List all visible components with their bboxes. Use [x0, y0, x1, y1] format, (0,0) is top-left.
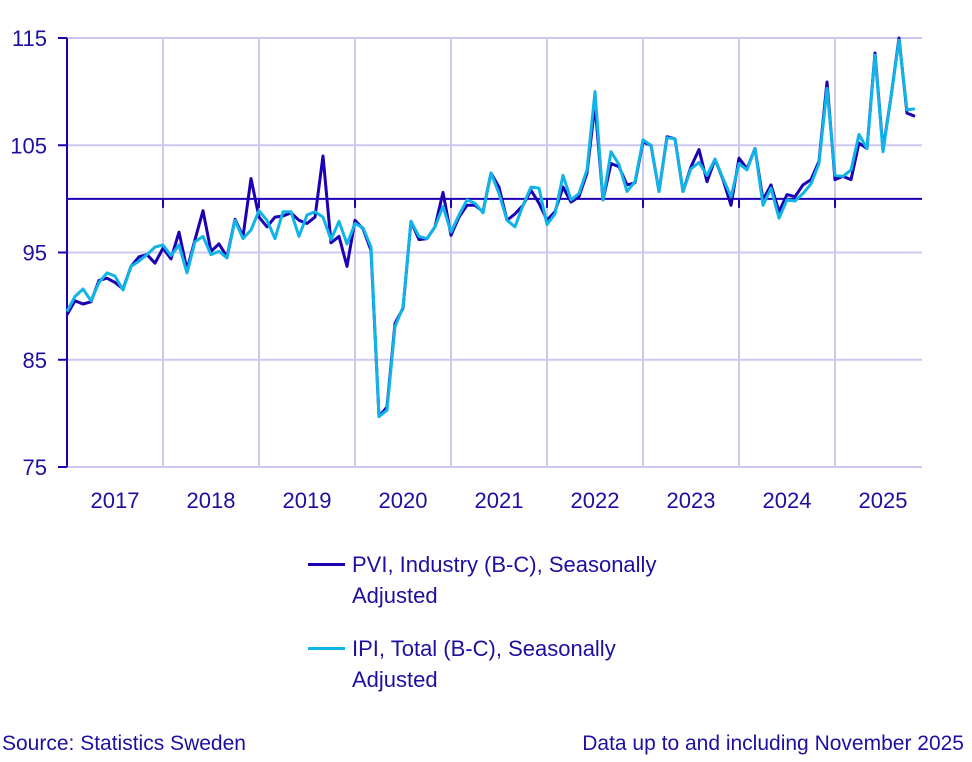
y-tick-label: 95 — [23, 241, 47, 266]
legend-item-ipi: IPI, Total (B-C), Seasonally Adjusted — [308, 633, 692, 695]
y-tick-label: 115 — [12, 26, 47, 51]
source-text: Source: Statistics Sweden — [2, 732, 246, 755]
x-tick-label: 2017 — [91, 488, 140, 513]
legend-item-pvi: PVI, Industry (B-C), Seasonally Adjusted — [308, 549, 692, 611]
legend-label: PVI, Industry (B-C), Seasonally — [352, 552, 657, 577]
y-tick-label: 85 — [23, 348, 47, 373]
x-tick-label: 2022 — [571, 488, 620, 513]
legend-swatch-pvi — [308, 563, 345, 566]
legend-label: Adjusted — [352, 583, 438, 608]
y-tick-label: 105 — [10, 133, 47, 158]
legend: PVI, Industry (B-C), Seasonally Adjusted… — [308, 549, 692, 695]
x-tick-label: 2024 — [763, 488, 812, 513]
y-tick-label: 75 — [23, 455, 47, 480]
x-tick-label: 2020 — [379, 488, 428, 513]
x-axis: 2017 2018 2019 2020 2021 2022 2023 2024 2025 — [67, 197, 922, 513]
x-tick-label: 2018 — [187, 488, 236, 513]
series-line-ipi — [65, 38, 916, 419]
series-lines — [65, 36, 916, 419]
legend-swatch-ipi — [308, 647, 345, 650]
x-tick-label: 2023 — [667, 488, 716, 513]
y-axis: 75 85 95 105 115 — [10, 26, 68, 480]
legend-label: IPI, Total (B-C), Seasonally — [352, 636, 616, 661]
x-tick-label: 2021 — [475, 488, 524, 513]
data-note: Data up to and including November 2025 — [582, 732, 964, 755]
grid — [67, 37, 922, 468]
x-tick-label: 2019 — [283, 488, 332, 513]
x-tick-label: 2025 — [859, 488, 908, 513]
legend-label: Adjusted — [352, 667, 438, 692]
line-chart: 75 85 95 105 115 2017 2018 2019 2020 2021 2022 202… — [10, 26, 922, 513]
